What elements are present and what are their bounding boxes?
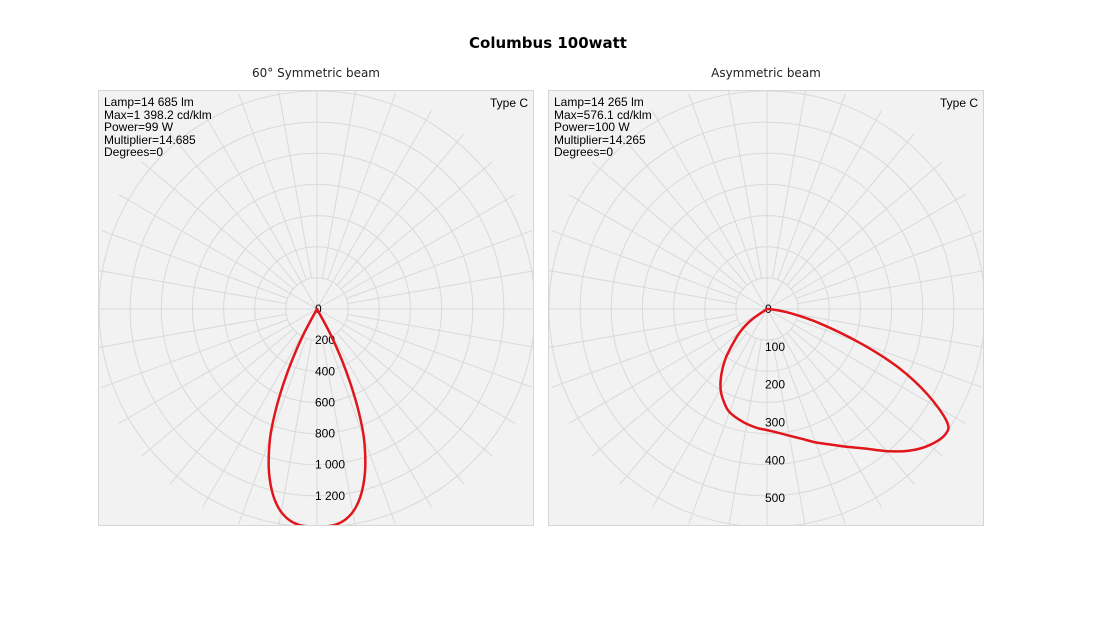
grid-spoke: [347, 270, 533, 305]
grid-spoke: [118, 308, 318, 424]
grid-spoke: [549, 270, 737, 305]
grid-spoke: [777, 93, 846, 280]
r-tick-label: 400: [765, 453, 785, 467]
r-tick-label: 800: [315, 427, 335, 441]
grid-spoke: [169, 332, 298, 485]
grid-spoke: [688, 93, 757, 280]
r-tick-label: 400: [315, 364, 335, 378]
r-tick-label: 0: [315, 302, 322, 316]
grid-spoke: [790, 161, 943, 290]
grid-spoke: [766, 308, 882, 508]
grid-spoke: [786, 332, 915, 485]
grid-spoke: [238, 93, 307, 280]
grid-spoke: [728, 339, 763, 525]
grid-spoke: [688, 338, 757, 525]
grid-spoke: [728, 91, 763, 279]
grid-spoke: [99, 313, 287, 348]
info-max: Max=1 398.2 cd/klm: [104, 107, 212, 122]
polar-grid: [549, 91, 983, 525]
grid-spoke: [797, 313, 983, 348]
grid-spoke: [771, 91, 806, 279]
info-degrees: Degrees=0: [104, 145, 164, 159]
lamp-info-asymmetric: Lamp=14 265 lm Max=576.1 cd/klm Power=10…: [554, 96, 652, 159]
polar-chart-asymmetric: 0 100 200 300 400 500 Lamp=14 265 lm Max=576.…: [548, 90, 984, 526]
grid-spoke: [202, 308, 318, 508]
grid-spoke: [790, 328, 943, 457]
grid-spoke: [796, 230, 983, 299]
lamp-info-symmetric: Lamp=14 685 lm Max=1 398.2 cd/klm Power=…: [104, 96, 212, 159]
grid-spoke: [340, 328, 493, 457]
info-degrees: Degrees=0: [554, 145, 614, 159]
r-tick-label: 100: [765, 340, 785, 354]
grid-spoke: [169, 133, 298, 286]
polar-chart-symmetric: 0 200 400 600 800 1 000 1 200 Lamp=14 685 lm M…: [98, 90, 534, 526]
grid-spoke: [777, 338, 846, 525]
r-tick-label: 600: [315, 395, 335, 409]
r-tick-label: 500: [765, 491, 785, 505]
grid-spoke: [766, 110, 882, 310]
info-lamp: Lamp=14 685 lm: [104, 95, 194, 109]
grid-spoke: [591, 328, 744, 457]
info-power: Power=99 W: [104, 120, 174, 134]
info-lamp: Lamp=14 265 lm: [554, 95, 644, 109]
grid-spoke: [316, 308, 516, 424]
grid-spoke: [591, 161, 744, 290]
grid-spoke: [652, 110, 768, 310]
grid-spoke: [278, 339, 313, 525]
grid-spoke: [340, 161, 493, 290]
polar-grid: [99, 91, 533, 525]
grid-spoke: [141, 161, 294, 290]
grid-spoke: [551, 230, 738, 299]
grid-spoke: [327, 93, 396, 280]
grid-spoke: [321, 339, 356, 525]
subtitle-left: 60° Symmetric beam: [252, 66, 380, 80]
grid-spoke: [278, 91, 313, 279]
grid-spoke: [101, 230, 288, 299]
intensity-curve: [719, 307, 950, 453]
info-multiplier: Multiplier=14.685: [104, 132, 196, 147]
grid-spoke: [336, 332, 465, 485]
intensity-curve: [267, 307, 367, 525]
grid-spoke: [652, 308, 768, 508]
grid-spoke: [347, 313, 533, 348]
grid-spoke: [766, 308, 966, 424]
grid-spoke: [141, 328, 294, 457]
info-multiplier: Multiplier=14.265: [554, 132, 646, 147]
grid-spoke: [797, 270, 983, 305]
grid-spoke: [568, 194, 768, 310]
r-tick-label: 1 200: [315, 489, 345, 503]
chart-title: Columbus 100watt: [469, 34, 627, 52]
r-tick-label: 1 000: [315, 458, 345, 472]
r-tick-label: 200: [765, 378, 785, 392]
grid-spoke: [101, 319, 288, 388]
grid-spoke: [346, 319, 533, 388]
grid-spoke: [786, 133, 915, 286]
subtitle-right: Asymmetric beam: [711, 66, 821, 80]
grid-spoke: [316, 308, 432, 508]
grid-spoke: [99, 270, 287, 305]
info-max: Max=576.1 cd/klm: [554, 107, 652, 122]
grid-spoke: [551, 319, 738, 388]
grid-spoke: [549, 313, 737, 348]
grid-spoke: [619, 133, 748, 286]
type-label-symmetric: Type C: [489, 96, 528, 110]
grid-spoke: [766, 194, 966, 310]
grid-spoke: [202, 110, 318, 310]
type-label-asymmetric: Type C: [939, 96, 978, 110]
grid-spoke: [327, 338, 396, 525]
grid-spoke: [238, 338, 307, 525]
grid-spoke: [346, 230, 533, 299]
r-tick-label: 300: [765, 416, 785, 430]
grid-spoke: [321, 91, 356, 279]
grid-spoke: [118, 194, 318, 310]
grid-spoke: [568, 308, 768, 424]
grid-spoke: [316, 194, 516, 310]
grid-spoke: [796, 319, 983, 388]
grid-spoke: [316, 110, 432, 310]
info-power: Power=100 W: [554, 120, 630, 134]
grid-spoke: [336, 133, 465, 286]
